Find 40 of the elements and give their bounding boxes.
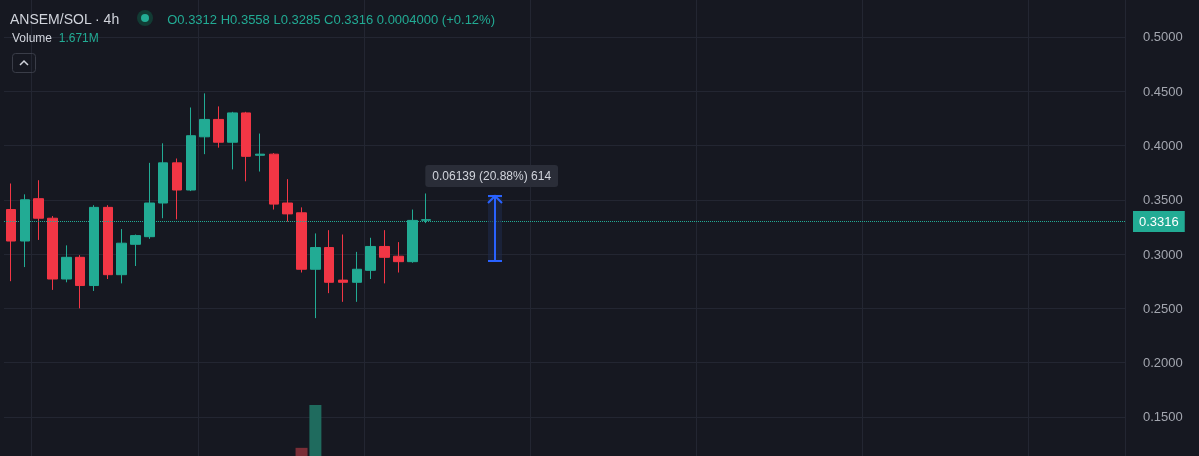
y-tick-label: 0.5000	[1143, 29, 1183, 45]
candlestick	[393, 241, 404, 274]
text: ANSEM/SOL · 4h	[10, 11, 120, 27]
y-tick-label: 0.1500	[1143, 409, 1183, 425]
candlestick	[282, 178, 293, 222]
y-tick-label: 0.2000	[1143, 355, 1183, 371]
candlestick	[116, 228, 127, 284]
y-tick-label: 0.4000	[1143, 137, 1183, 153]
y-tick-label: 0.3500	[1143, 192, 1183, 208]
text: O0.3312 H0.3558 L0.3285 C0.3316 0.0004000 (+0.12%)	[167, 12, 495, 27]
candlestick	[227, 111, 238, 170]
candlestick	[365, 237, 376, 280]
candlestick	[296, 206, 307, 274]
ref-line-label: 0.3316	[1139, 213, 1179, 229]
candlestick	[47, 215, 58, 291]
candlestick	[324, 229, 334, 294]
candlestick	[241, 111, 251, 182]
candlestick	[158, 142, 168, 219]
y-tick-label: 0.3000	[1143, 246, 1183, 262]
candlestick	[130, 234, 141, 267]
candlestick	[310, 232, 321, 319]
candlestick	[75, 254, 85, 309]
candlestick	[186, 106, 196, 192]
candlestick	[103, 204, 113, 280]
candlestick	[255, 133, 265, 173]
annotation: 0.06139 (20.88%) 614	[432, 169, 552, 183]
candlestick	[33, 179, 44, 241]
y-tick-label: 0.4500	[1143, 83, 1183, 99]
candlestick	[172, 158, 182, 220]
y-tick-label: 0.2500	[1143, 300, 1183, 316]
candlestick	[352, 251, 362, 303]
candlestick	[6, 182, 16, 282]
chart-title: Volume	[12, 31, 53, 45]
candlestick	[269, 152, 279, 211]
candlestick	[213, 105, 224, 149]
candlestick	[61, 244, 72, 283]
chart-subtitle: 1.671M	[58, 31, 99, 45]
candlestick	[379, 229, 390, 284]
candlestick	[338, 234, 348, 303]
candlestick	[199, 92, 210, 155]
